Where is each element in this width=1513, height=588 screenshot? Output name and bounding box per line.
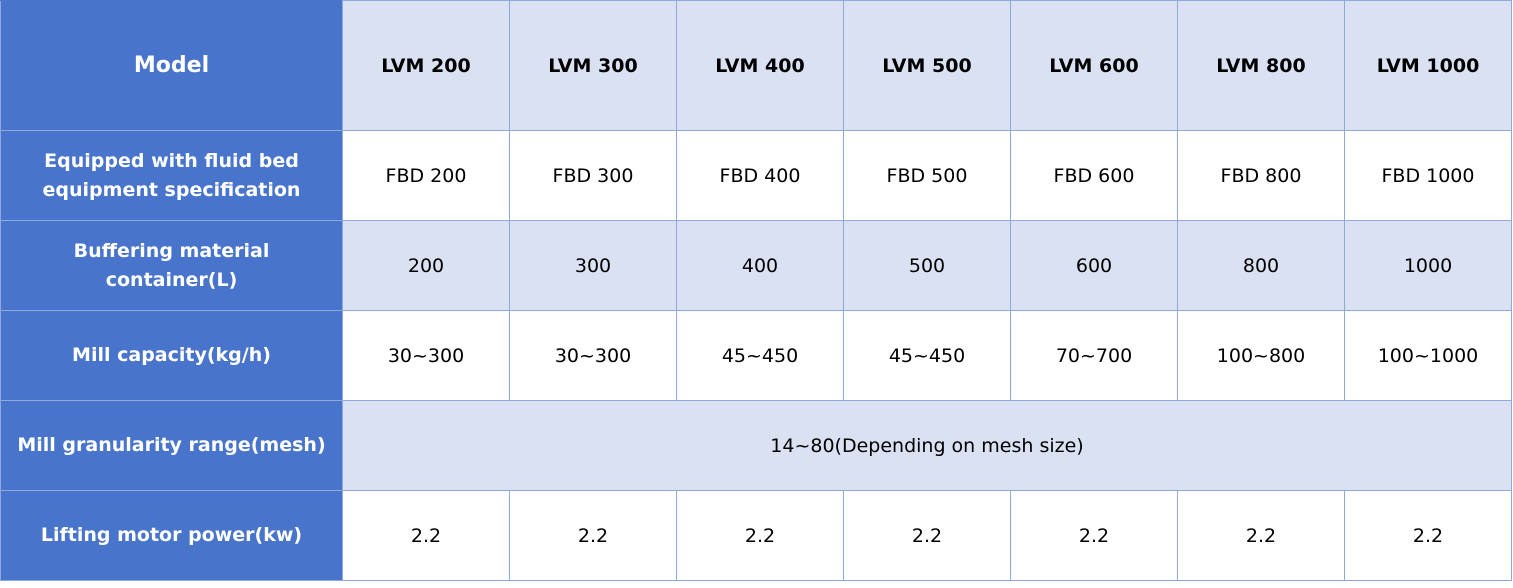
table-cell: FBD 300 — [509, 130, 677, 221]
merged-cell: 14~80(Depending on mesh size) — [342, 400, 1512, 491]
table-cell: 1000 — [1344, 220, 1512, 311]
row-label: Mill granularity range(mesh) — [0, 400, 343, 491]
table-cell: 2.2 — [509, 490, 677, 581]
table-cell: FBD 500 — [843, 130, 1011, 221]
table-cell: 2.2 — [843, 490, 1011, 581]
model-lvm-400: LVM 400 — [676, 0, 844, 131]
table-row-mill-granularity: Mill granularity range(mesh) 14~80(Depen… — [0, 400, 1512, 491]
table-cell: 500 — [843, 220, 1011, 311]
model-lvm-300: LVM 300 — [509, 0, 677, 131]
model-lvm-500: LVM 500 — [843, 0, 1011, 131]
table-cell: FBD 800 — [1177, 130, 1345, 221]
model-lvm-1000: LVM 1000 — [1344, 0, 1512, 131]
row-label: Buffering material container(L) — [0, 220, 343, 311]
table-row-buffering-container: Buffering material container(L) 200 300 … — [0, 220, 1512, 311]
table-cell: 30~300 — [509, 310, 677, 401]
table-cell: 400 — [676, 220, 844, 311]
table-cell: 100~800 — [1177, 310, 1345, 401]
table-cell: FBD 200 — [342, 130, 510, 221]
table-cell: 45~450 — [676, 310, 844, 401]
table-cell: 30~300 — [342, 310, 510, 401]
table-cell: 2.2 — [342, 490, 510, 581]
row-label: Mill capacity(kg/h) — [0, 310, 343, 401]
table-cell: 45~450 — [843, 310, 1011, 401]
table-cell: FBD 600 — [1010, 130, 1178, 221]
row-label: Equipped with fluid bed equipment specif… — [0, 130, 343, 221]
table-cell: 300 — [509, 220, 677, 311]
table-cell: 200 — [342, 220, 510, 311]
table-cell: 2.2 — [1010, 490, 1178, 581]
model-lvm-200: LVM 200 — [342, 0, 510, 131]
table-row-lifting-motor-power: Lifting motor power(kw) 2.2 2.2 2.2 2.2 … — [0, 490, 1512, 581]
table-cell: 2.2 — [1177, 490, 1345, 581]
table-cell: 800 — [1177, 220, 1345, 311]
table-cell: 2.2 — [676, 490, 844, 581]
table-cell: 600 — [1010, 220, 1178, 311]
model-lvm-600: LVM 600 — [1010, 0, 1178, 131]
model-label: Model — [0, 0, 343, 131]
table-cell: 2.2 — [1344, 490, 1512, 581]
header-row: Model LVM 200 LVM 300 LVM 400 LVM 500 LV… — [0, 0, 1512, 131]
table-cell: 70~700 — [1010, 310, 1178, 401]
table-row-fluid-bed-spec: Equipped with fluid bed equipment specif… — [0, 130, 1512, 221]
table-row-mill-capacity: Mill capacity(kg/h) 30~300 30~300 45~450… — [0, 310, 1512, 401]
table-cell: 100~1000 — [1344, 310, 1512, 401]
table-cell: FBD 1000 — [1344, 130, 1512, 221]
row-label: Lifting motor power(kw) — [0, 490, 343, 581]
table-cell: FBD 400 — [676, 130, 844, 221]
model-lvm-800: LVM 800 — [1177, 0, 1345, 131]
